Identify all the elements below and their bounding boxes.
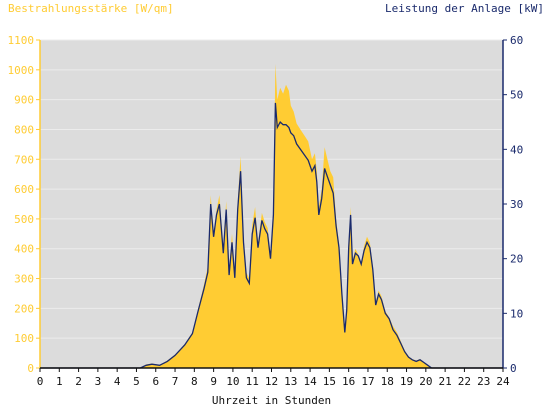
right-tick-label: 60 xyxy=(510,34,523,47)
left-tick-label: 1000 xyxy=(8,64,35,77)
x-tick-label: 0 xyxy=(37,375,44,388)
left-tick-label: 100 xyxy=(14,332,34,345)
x-tick-label: 19 xyxy=(400,375,413,388)
irradiance-area xyxy=(40,63,503,369)
x-tick-label: 21 xyxy=(439,375,452,388)
x-tick-label: 8 xyxy=(191,375,198,388)
x-tick-label: 23 xyxy=(477,375,490,388)
x-tick-label: 1 xyxy=(56,375,63,388)
left-tick-label: 500 xyxy=(14,213,34,226)
left-tick-label: 900 xyxy=(14,94,34,107)
x-tick-label: 3 xyxy=(95,375,102,388)
right-tick-label: 30 xyxy=(510,198,523,211)
x-tick-label: 17 xyxy=(361,375,374,388)
power-line xyxy=(40,102,503,369)
x-tick-label: 20 xyxy=(419,375,432,388)
left-tick-label: 0 xyxy=(27,362,34,375)
x-tick-label: 9 xyxy=(210,375,217,388)
x-tick-label: 7 xyxy=(172,375,179,388)
left-tick-label: 300 xyxy=(14,273,34,286)
left-axis-title: Bestrahlungsstärke [W/qm] xyxy=(8,2,174,15)
x-tick-label: 12 xyxy=(265,375,278,388)
x-tick-label: 14 xyxy=(303,375,317,388)
x-tick-label: 16 xyxy=(342,375,355,388)
x-tick-label: 18 xyxy=(381,375,394,388)
x-tick-label: 11 xyxy=(246,375,259,388)
x-tick-label: 13 xyxy=(284,375,297,388)
right-tick-label: 50 xyxy=(510,89,523,102)
x-tick-label: 5 xyxy=(133,375,140,388)
left-tick-label: 200 xyxy=(14,302,34,315)
right-tick-label: 0 xyxy=(510,362,517,375)
x-tick-label: 24 xyxy=(496,375,510,388)
left-tick-label: 1100 xyxy=(8,34,35,47)
left-tick-label: 800 xyxy=(14,123,34,136)
x-tick-label: 6 xyxy=(152,375,159,388)
ticks: 0100200300400500600700800900100011000102… xyxy=(8,34,524,388)
right-tick-label: 40 xyxy=(510,143,523,156)
x-axis-title: Uhrzeit in Stunden xyxy=(212,394,331,407)
x-tick-label: 2 xyxy=(75,375,82,388)
right-tick-label: 10 xyxy=(510,307,523,320)
left-tick-label: 700 xyxy=(14,153,34,166)
x-tick-label: 15 xyxy=(323,375,336,388)
left-tick-label: 600 xyxy=(14,183,34,196)
x-tick-label: 10 xyxy=(226,375,239,388)
x-tick-label: 22 xyxy=(458,375,471,388)
right-tick-label: 20 xyxy=(510,253,523,266)
right-axis-title: Leistung der Anlage [kW] xyxy=(385,2,544,15)
left-tick-label: 400 xyxy=(14,243,34,256)
x-tick-label: 4 xyxy=(114,375,121,388)
